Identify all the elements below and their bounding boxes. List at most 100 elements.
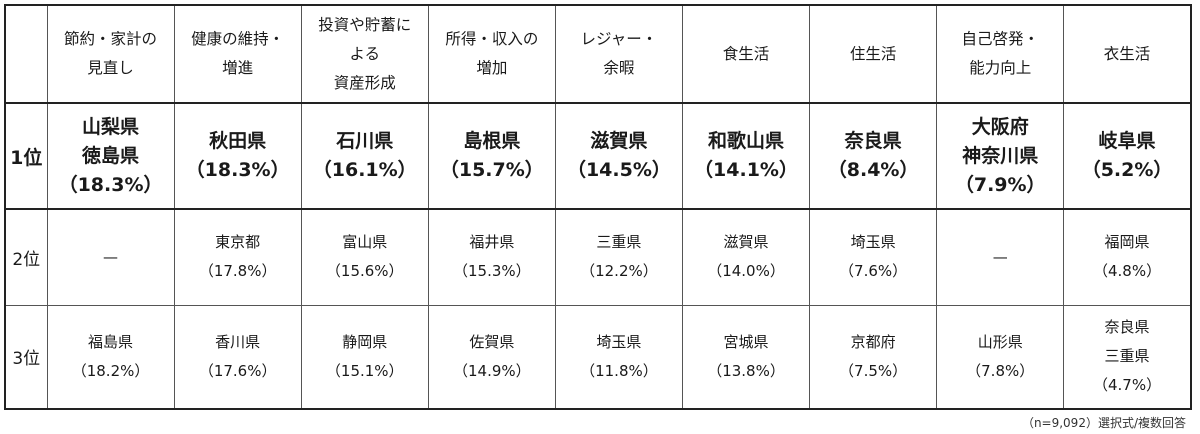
ranking-cell: 岐阜県 （5.2%） [1063, 102, 1192, 210]
category-header: 所得・収入の 増加 [427, 4, 556, 104]
ranking-cell-line: 島根県 [463, 130, 521, 152]
ranking-cell-line: 神奈川県 [962, 144, 1039, 167]
ranking-cell-line: 三重県 [596, 233, 642, 252]
ranking-cell-line: 宮城県 [723, 332, 769, 351]
category-header-line: レジャー・ [580, 30, 658, 48]
ranking-cell-line: （18.3%） [58, 173, 163, 196]
ranking-cell-line: — [103, 247, 119, 266]
ranking-cell-line: 岐阜県 [1098, 130, 1156, 152]
ranking-cell-line: 滋賀県 [723, 233, 769, 252]
ranking-cell: 奈良県 三重県 （4.7%） [1063, 304, 1192, 410]
category-header: 住生活 [809, 4, 938, 104]
ranking-cell-line: （16.1%） [312, 159, 417, 181]
ranking-cell: 山形県 （7.8%） [936, 304, 1065, 410]
ranking-cell-line: （5.2%） [1081, 159, 1173, 181]
ranking-cell-line: （17.8%） [198, 262, 277, 281]
category-header-line: 節約・家計の [64, 30, 158, 48]
ranking-cell-line: 京都府 [850, 332, 896, 351]
ranking-cell: 香川県 （17.6%） [173, 304, 302, 410]
ranking-cell-line: （14.0%） [707, 262, 785, 281]
category-header: 投資や貯蓄に よる資産形成 [300, 4, 429, 104]
category-header-line: 増加 [476, 59, 508, 77]
category-header: 節約・家計の 見直し [46, 4, 175, 104]
ranking-cell-line: 奈良県 [1104, 318, 1150, 337]
ranking-cell-line: （7.5%） [839, 361, 908, 380]
header-row: 節約・家計の 見直し 健康の維持・ 増進 投資や貯蓄に よる 資産形成 所得・収入の 増加 レジャ… [4, 4, 1192, 104]
ranking-cell-line: 福岡県 [1104, 233, 1150, 252]
ranking-cell-line: 福井県 [469, 233, 515, 252]
ranking-cell: 滋賀県 （14.0%） [681, 208, 811, 306]
ranking-cell-line: （8.4%） [827, 159, 919, 181]
ranking-cell-line: 埼玉県 [596, 332, 642, 351]
ranking-cell-line: （7.6%） [839, 262, 908, 281]
ranking-cell-line: （18.2%） [71, 361, 150, 380]
ranking-cell: 東京都 （17.8%） [173, 208, 302, 306]
ranking-cell-line: 徳島県 [82, 144, 140, 167]
category-header: 衣生活 [1063, 4, 1192, 104]
category-header-line: 所得・収入の [445, 30, 539, 48]
ranking-cell-line: 香川県 [215, 332, 261, 351]
ranking-cell-line: 山形県 [977, 332, 1023, 351]
category-header: 自己啓発・ 能力向上 [936, 4, 1065, 104]
category-header-line: 資産形成 [333, 73, 396, 92]
ranking-cell-line: （15.6%） [325, 262, 404, 281]
ranking-cell-line: — [992, 247, 1008, 266]
ranking-cell-line: 奈良県 [844, 130, 902, 152]
category-header-line: 自己啓発・ [961, 30, 1039, 48]
category-header-line: よる [349, 44, 380, 63]
category-header-line: 余暇 [603, 59, 635, 77]
ranking-cell-line: 和歌山県 [708, 130, 785, 152]
ranking-cell-line: （14.5%） [566, 159, 671, 181]
ranking-cell: 富山県 （15.6%） [300, 208, 429, 306]
ranking-cell-line: 富山県 [342, 233, 388, 252]
ranking-cell-line: （14.9%） [453, 361, 531, 380]
ranking-cell: 佐賀県 （14.9%） [427, 304, 556, 410]
category-header-line: 衣生活 [1103, 44, 1151, 63]
ranking-cell: 石川県 （16.1%） [300, 102, 429, 210]
ranking-cell: 大阪府 神奈川県 （7.9%） [936, 102, 1065, 210]
category-header-line: 見直し [87, 59, 134, 77]
ranking-cell-line: （13.8%） [707, 361, 785, 380]
ranking-cell-line: 佐賀県 [469, 332, 515, 351]
ranking-cell-line: 滋賀県 [590, 130, 648, 152]
ranking-cell: 三重県 （12.2%） [554, 208, 683, 306]
ranking-cell: 和歌山県 （14.1%） [681, 102, 811, 210]
rank-row: 2位 — 東京都 （17.8%） 富山県 （15.6%） 福井県 （15.3%） 三重県 （12.… [4, 208, 1192, 306]
ranking-cell: 秋田県 （18.3%） [173, 102, 302, 210]
ranking-cell-line: 埼玉県 [850, 233, 896, 252]
ranking-cell-line: 石川県 [336, 130, 394, 152]
category-header-line: 投資や貯蓄に [318, 15, 412, 34]
ranking-cell-line: （17.6%） [198, 361, 277, 380]
rank-label: 2位 [4, 208, 48, 306]
ranking-cell-line: （4.8%） [1092, 262, 1162, 281]
ranking-cell-line: （15.3%） [453, 262, 531, 281]
category-header: 健康の維持・ 増進 [173, 4, 302, 104]
ranking-cell: — [936, 208, 1065, 306]
ranking-cell: 福岡県 （4.8%） [1063, 208, 1192, 306]
ranking-cell: 埼玉県 （7.6%） [809, 208, 938, 306]
ranking-cell: 島根県 （15.7%） [427, 102, 556, 210]
ranking-cell: 福井県 （15.3%） [427, 208, 556, 306]
category-header: レジャー・ 余暇 [554, 4, 683, 104]
category-header-line: 健康の維持・ [191, 30, 285, 48]
ranking-cell: 滋賀県 （14.5%） [554, 102, 683, 210]
footnote: （n=9,092）選択式/複数回答 [1021, 416, 1186, 430]
ranking-cell: 奈良県 （8.4%） [809, 102, 938, 210]
ranking-cell: — [46, 208, 175, 306]
ranking-cell: 京都府 （7.5%） [809, 304, 938, 410]
ranking-cell-line: （12.2%） [580, 262, 658, 281]
ranking-cell-line: （11.8%） [580, 361, 658, 380]
ranking-cell-line: （15.1%） [325, 361, 404, 380]
ranking-cell-line: 福島県 [88, 332, 134, 351]
ranking-cell-line: 静岡県 [342, 332, 388, 351]
ranking-cell-line: 三重県 [1104, 347, 1150, 366]
category-header-line: 住生活 [849, 44, 897, 63]
ranking-cell: 静岡県 （15.1%） [300, 304, 429, 410]
ranking-cell-line: （14.1%） [694, 159, 798, 181]
corner-cell [4, 4, 48, 104]
ranking-cell-line: 大阪府 [971, 115, 1029, 138]
ranking-cell-line: （18.3%） [185, 159, 290, 181]
category-header: 食生活 [681, 4, 811, 104]
category-header-line: 食生活 [722, 44, 770, 63]
prefecture-ranking-table: 節約・家計の 見直し 健康の維持・ 増進 投資や貯蓄に よる 資産形成 所得・収入の 増加 レジャ… [4, 4, 1192, 410]
